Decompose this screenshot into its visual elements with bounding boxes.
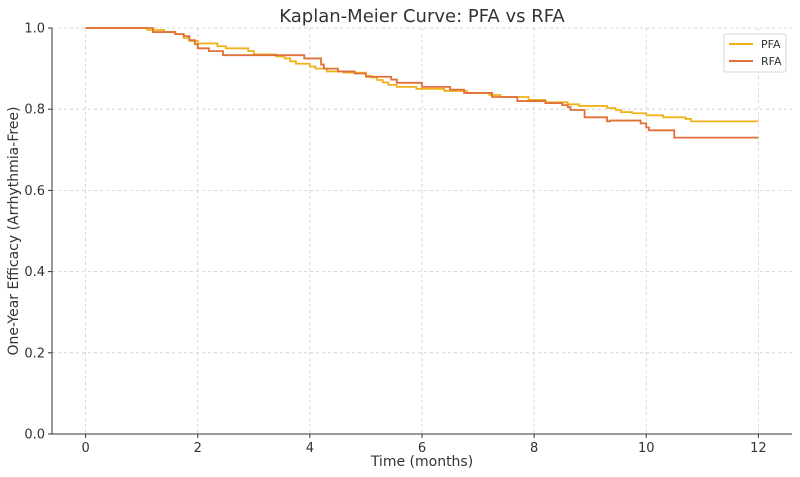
legend-label-pfa: PFA [761, 38, 781, 51]
x-tick-label: 10 [638, 441, 655, 456]
y-axis-label: One-Year Efficacy (Arrhythmia-Free) [6, 107, 22, 356]
y-tick-label: 0.4 [24, 265, 45, 280]
x-tick-label: 2 [194, 441, 202, 456]
y-tick-label: 0.0 [24, 428, 45, 443]
series-line-pfa [85, 27, 759, 123]
x-axis-label: Time (months) [370, 454, 473, 470]
x-tick-label: 12 [750, 441, 767, 456]
series-layer [85, 27, 759, 139]
grid-layer [52, 27, 792, 435]
tick-layer: 0 2 4 6 8 10 12 0.0 0.2 0.4 0.6 0.8 1.0 [24, 22, 766, 457]
y-tick-label: 0.6 [24, 184, 45, 199]
x-tick-label: 8 [530, 441, 538, 456]
x-tick-label: 0 [81, 441, 89, 456]
y-tick-label: 0.2 [24, 346, 45, 361]
series-line-rfa [85, 27, 759, 139]
legend: PFA RFA [723, 33, 787, 73]
y-tick-label: 1.0 [24, 22, 45, 37]
chart-title: Kaplan-Meier Curve: PFA vs RFA [279, 6, 565, 27]
x-tick-label: 6 [418, 441, 426, 456]
x-tick-label: 4 [306, 441, 314, 456]
y-tick-label: 0.8 [24, 103, 45, 118]
legend-label-rfa: RFA [761, 55, 782, 68]
